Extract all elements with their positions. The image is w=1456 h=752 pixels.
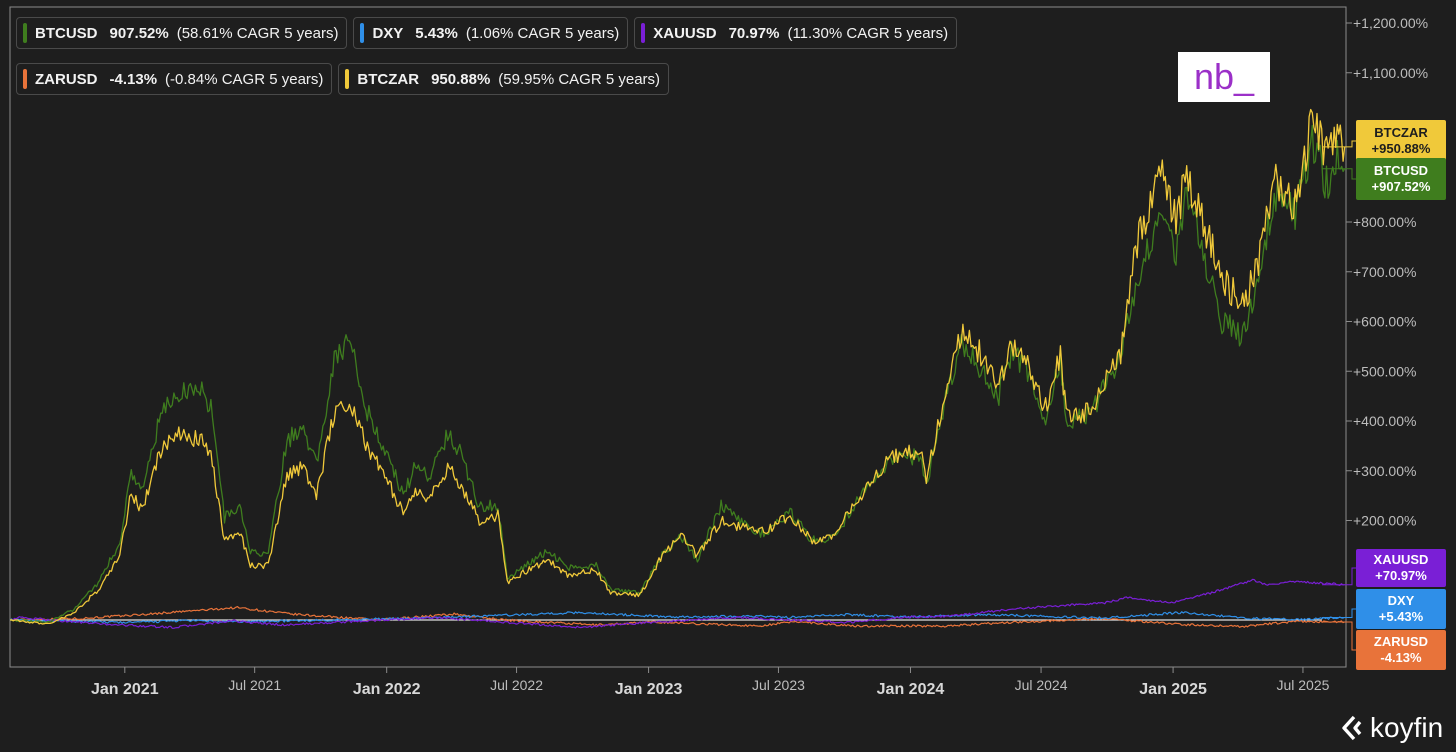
x-axis: Jan 2021 Jul 2021 Jan 2022 Jul 2022 Jan 2023… bbox=[91, 667, 1330, 698]
end-label-btczar: BTCZAR+950.88% bbox=[1322, 120, 1446, 162]
end-labels: BTCZAR+950.88%BTCUSD+907.52%XAUUSD+70.97… bbox=[1322, 120, 1446, 670]
series-line-zarusd bbox=[9, 606, 1345, 628]
end-label-dxy: DXY+5.43% bbox=[1322, 589, 1446, 629]
legend-return: 907.52% bbox=[109, 24, 169, 42]
end-label-name: XAUUSD bbox=[1374, 552, 1429, 567]
x-tick-label: Jan 2022 bbox=[353, 681, 421, 698]
y-axis: +200.00% +300.00% +400.00% +500.00% +600.00%… bbox=[1346, 15, 1428, 529]
end-label-xauusd: XAUUSD+70.97% bbox=[1322, 549, 1446, 587]
legend-return: 5.43% bbox=[415, 24, 458, 42]
x-tick-label: Jul 2022 bbox=[490, 677, 543, 693]
legend-item-btcusd[interactable]: BTCUSD 907.52% (58.61% CAGR 5 years) bbox=[16, 17, 348, 49]
end-label-zarusd: ZARUSD-4.13% bbox=[1322, 621, 1446, 670]
logo-text: nb_ bbox=[1193, 56, 1255, 97]
end-label-connector bbox=[1322, 168, 1356, 180]
watermark-logo: nb_ bbox=[1178, 52, 1270, 102]
legend-return: -4.13% bbox=[109, 70, 158, 88]
legend-swatch-xauusd bbox=[641, 23, 646, 43]
x-tick-label: Jul 2023 bbox=[752, 677, 805, 693]
y-tick-label: +1,100.00% bbox=[1353, 65, 1428, 81]
end-label-box bbox=[1356, 630, 1446, 670]
koyfin-chevron-icon bbox=[1342, 715, 1362, 741]
legend-name: XAUUSD bbox=[653, 24, 717, 42]
x-tick-label: Jan 2025 bbox=[1139, 681, 1207, 698]
end-label-name: BTCUSD bbox=[1374, 163, 1428, 178]
legend-cagr: (1.06% CAGR 5 years) bbox=[465, 24, 620, 42]
y-tick-label: +800.00% bbox=[1353, 214, 1416, 230]
legend-item-dxy[interactable]: DXY 5.43% (1.06% CAGR 5 years) bbox=[353, 17, 629, 49]
legend-swatch-btcusd bbox=[23, 23, 27, 43]
legend-row-1: BTCUSD 907.52% (58.61% CAGR 5 years) DXY… bbox=[16, 17, 958, 49]
y-tick-label: +400.00% bbox=[1353, 413, 1416, 429]
legend-cagr: (-0.84% CAGR 5 years) bbox=[165, 70, 324, 88]
end-label-name: ZARUSD bbox=[1374, 634, 1428, 649]
series-line-dxy bbox=[9, 611, 1345, 624]
legend-cagr: (59.95% CAGR 5 years) bbox=[498, 70, 661, 88]
legend-return: 950.88% bbox=[431, 70, 491, 88]
brand-name: koyfin bbox=[1370, 712, 1444, 743]
end-label-connector bbox=[1322, 608, 1356, 618]
legend-item-xauusd[interactable]: XAUUSD 70.97% (11.30% CAGR 5 years) bbox=[634, 17, 958, 49]
x-tick-label: Jul 2021 bbox=[228, 677, 281, 693]
end-label-value: -4.13% bbox=[1380, 650, 1422, 665]
legend-swatch-dxy bbox=[360, 23, 365, 43]
y-tick-label: +300.00% bbox=[1353, 463, 1416, 479]
x-tick-label: Jan 2024 bbox=[877, 681, 945, 698]
x-tick-label: Jan 2021 bbox=[91, 681, 159, 698]
end-label-connector bbox=[1322, 567, 1356, 586]
end-label-btcusd: BTCUSD+907.52% bbox=[1322, 158, 1446, 200]
end-label-connector bbox=[1322, 140, 1356, 148]
legend-name: ZARUSD bbox=[35, 70, 98, 88]
series-line-xauusd bbox=[9, 578, 1345, 629]
end-label-box bbox=[1356, 589, 1446, 629]
legend-row-2: ZARUSD -4.13% (-0.84% CAGR 5 years) BTCZ… bbox=[16, 63, 670, 95]
end-label-box bbox=[1356, 120, 1446, 162]
end-label-connector bbox=[1322, 621, 1356, 651]
legend-name: DXY bbox=[372, 24, 404, 42]
x-tick-label: Jul 2024 bbox=[1015, 677, 1068, 693]
x-tick-label: Jan 2023 bbox=[615, 681, 683, 698]
end-label-name: DXY bbox=[1388, 593, 1415, 608]
series-line-btcusd bbox=[9, 124, 1346, 623]
end-label-value: +70.97% bbox=[1375, 568, 1427, 583]
y-tick-label: +700.00% bbox=[1353, 264, 1416, 280]
legend-item-btczar[interactable]: BTCZAR 950.88% (59.95% CAGR 5 years) bbox=[338, 63, 670, 95]
legend-cagr: (58.61% CAGR 5 years) bbox=[176, 24, 339, 42]
end-label-box bbox=[1356, 549, 1446, 587]
legend-cagr: (11.30% CAGR 5 years) bbox=[787, 24, 949, 42]
plot-frame bbox=[9, 6, 1347, 668]
end-label-value: +5.43% bbox=[1379, 609, 1424, 624]
end-label-name: BTCZAR bbox=[1374, 125, 1428, 140]
end-label-value: +907.52% bbox=[1372, 179, 1431, 194]
series-layer bbox=[9, 108, 1346, 629]
x-tick-label: Jul 2025 bbox=[1276, 677, 1329, 693]
y-tick-label: +600.00% bbox=[1353, 314, 1416, 330]
legend-name: BTCZAR bbox=[357, 70, 420, 88]
legend-swatch-zarusd bbox=[23, 69, 27, 89]
legend-item-zarusd[interactable]: ZARUSD -4.13% (-0.84% CAGR 5 years) bbox=[16, 63, 333, 95]
koyfin-brand: koyfin bbox=[1340, 712, 1443, 744]
end-label-value: +950.88% bbox=[1372, 141, 1431, 156]
legend-swatch-btczar bbox=[345, 69, 350, 89]
series-line-btczar bbox=[9, 108, 1346, 625]
legend-name: BTCUSD bbox=[35, 24, 98, 42]
y-tick-label: +500.00% bbox=[1353, 363, 1416, 379]
y-tick-label: +1,200.00% bbox=[1353, 15, 1428, 31]
end-label-box bbox=[1356, 158, 1446, 200]
legend-return: 70.97% bbox=[728, 24, 780, 42]
y-tick-label: +200.00% bbox=[1353, 513, 1416, 529]
